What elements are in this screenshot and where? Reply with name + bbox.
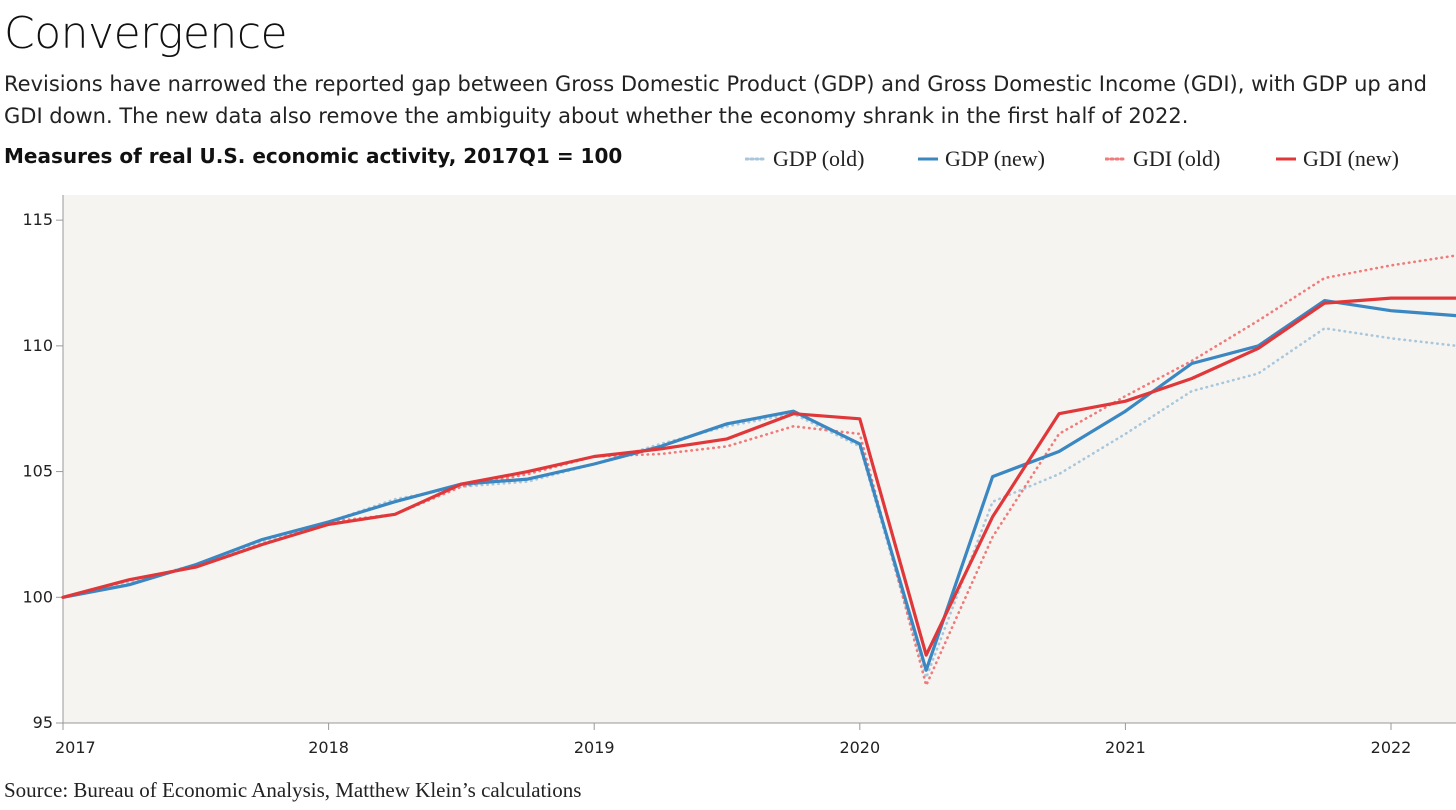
legend-swatch-gdp-new	[918, 157, 938, 161]
chart-title: Convergence	[4, 8, 288, 59]
x-tick-label: 2019	[574, 738, 615, 757]
x-tick-label: 2018	[308, 738, 349, 757]
y-tick-label: 100	[22, 587, 53, 606]
plot-area	[63, 195, 1456, 723]
legend-swatch-gdp-old	[745, 157, 767, 161]
legend-item-gdi-new: GDI (new)	[1275, 144, 1399, 174]
series-line-gdp-new	[61, 298, 1456, 672]
legend-label-gdp-old: GDP (old)	[773, 146, 865, 171]
legend-swatch-gdi-new	[1276, 157, 1296, 161]
x-tick-label: 2022	[1371, 738, 1412, 757]
legend-swatch-gdi-old	[1105, 157, 1127, 161]
source-note: Source: Bureau of Economic Analysis, Mat…	[4, 778, 582, 802]
x-tick-label: 2021	[1105, 738, 1146, 757]
chart-measure-label: Measures of real U.S. economic activity,…	[4, 144, 623, 168]
x-tick-label: 2017	[55, 738, 96, 757]
legend-label-gdp-new: GDP (new)	[945, 146, 1045, 171]
y-tick-label: 95	[33, 713, 53, 732]
series-line-gdi-new	[61, 296, 1456, 657]
y-tick-label: 105	[22, 462, 53, 481]
legend-item-gdi-old: GDI (old)	[1105, 144, 1220, 174]
legend: GDP (old) GDP (new) GDI (old) GDI (new)	[745, 144, 1450, 174]
legend-item-gdp-old: GDP (old)	[745, 144, 864, 174]
y-tick-label: 115	[22, 210, 53, 229]
chart-subtitle: Revisions have narrowed the reported gap…	[4, 72, 1427, 128]
legend-item-gdp-new: GDP (new)	[917, 144, 1045, 174]
line-chart: 95 100 105 110 115 2017 2018 2019 2020 2021 2022	[22, 195, 1456, 757]
legend-label-gdi-new: GDI (new)	[1303, 146, 1399, 171]
x-tick-label: 2020	[839, 738, 880, 757]
legend-label-gdi-old: GDI (old)	[1133, 146, 1221, 171]
y-tick-label: 110	[22, 336, 53, 355]
